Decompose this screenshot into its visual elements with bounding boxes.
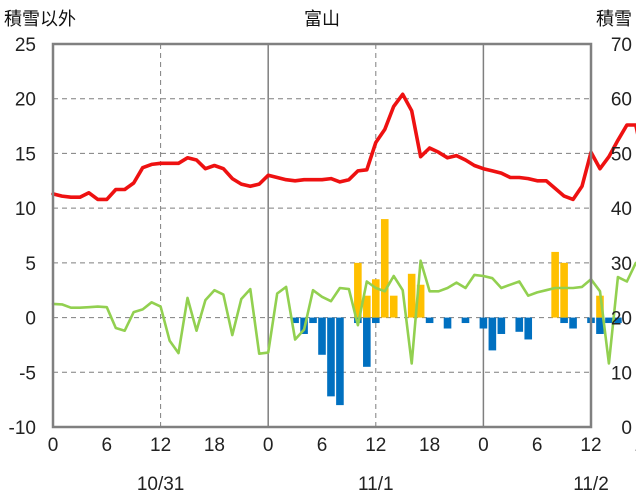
negative-bar: [569, 317, 577, 329]
y-left-tick-label: 25: [15, 35, 36, 56]
negative-bar: [524, 317, 533, 340]
negative-bar: [461, 317, 470, 324]
negative-bar: [497, 317, 506, 334]
x-tick-label: 18: [634, 435, 636, 456]
y-left-tick-label: 10: [15, 199, 36, 220]
y-left-tick-label: -5: [19, 363, 36, 384]
x-tick-label: 0: [478, 435, 489, 456]
negative-bar: [425, 317, 434, 324]
snow-depth-line: [51, 259, 636, 365]
y-right-tick-label: 40: [611, 199, 632, 220]
x-tick-label: 6: [102, 435, 113, 456]
y-right-tick-label: 20: [611, 309, 632, 330]
y-left-tick-label: 0: [25, 309, 36, 330]
left-axis-title: 積雪以外: [4, 9, 76, 30]
y-left-tick-label: 5: [25, 254, 36, 275]
y-right-tick-label: 50: [611, 144, 632, 165]
negative-bar: [515, 317, 524, 332]
precip-bar: [372, 279, 380, 318]
y-right-tick-label: 30: [611, 254, 632, 275]
plot-frame: [51, 42, 593, 429]
negative-bar: [488, 317, 497, 351]
precip-bar: [380, 219, 389, 318]
date-label: 11/2: [573, 474, 609, 495]
date-label: 10/31: [137, 474, 185, 495]
y-right-tick-label: 10: [611, 363, 632, 384]
y-left-tick-label: 20: [15, 90, 36, 111]
x-tick-label: 0: [48, 435, 59, 456]
y-right-tick-label: 60: [611, 90, 632, 111]
x-tick-label: 12: [580, 435, 601, 456]
grid: [53, 44, 591, 427]
precip-bar: [407, 273, 416, 318]
negative-bar: [372, 317, 380, 324]
precip-bar: [389, 295, 398, 318]
x-tick-label: 0: [263, 435, 274, 456]
precip-bar: [596, 295, 604, 318]
date-label: 11/1: [358, 474, 394, 495]
x-tick-label: 12: [150, 435, 171, 456]
x-tick-label: 6: [532, 435, 543, 456]
precip-bar: [354, 262, 362, 318]
x-tick-label: 6: [317, 435, 328, 456]
y-right-tick-label: 0: [621, 418, 632, 439]
negative-bar: [291, 317, 299, 324]
precip-bar: [560, 262, 568, 318]
negative-bar: [336, 317, 344, 406]
negative-bar: [318, 317, 326, 355]
temperature-line: [51, 92, 636, 202]
negative-bar: [327, 317, 335, 397]
negative-bar: [596, 317, 604, 334]
x-tick-label: 12: [365, 435, 386, 456]
lines-layer: [51, 92, 636, 365]
negative-bar: [560, 317, 568, 324]
plot-border: [51, 42, 593, 429]
chart-title: 富山: [304, 9, 340, 30]
negative-bar: [363, 317, 371, 367]
precip-bar: [551, 251, 559, 318]
y-left-tick-label: 15: [15, 144, 36, 165]
right-axis-title: 積雪: [596, 9, 632, 30]
negative-bar: [614, 317, 622, 324]
x-tick-label: 18: [419, 435, 440, 456]
precip-bar: [363, 295, 371, 318]
y-left-tick-label: -10: [9, 418, 36, 439]
y-right-tick-label: 70: [611, 35, 632, 56]
bars-layer: [291, 219, 622, 406]
negative-bar: [309, 317, 317, 324]
precip-bar: [416, 284, 425, 318]
negative-bar: [605, 317, 613, 324]
negative-bar: [479, 317, 488, 329]
x-tick-label: 18: [204, 435, 225, 456]
negative-bar: [443, 317, 452, 329]
